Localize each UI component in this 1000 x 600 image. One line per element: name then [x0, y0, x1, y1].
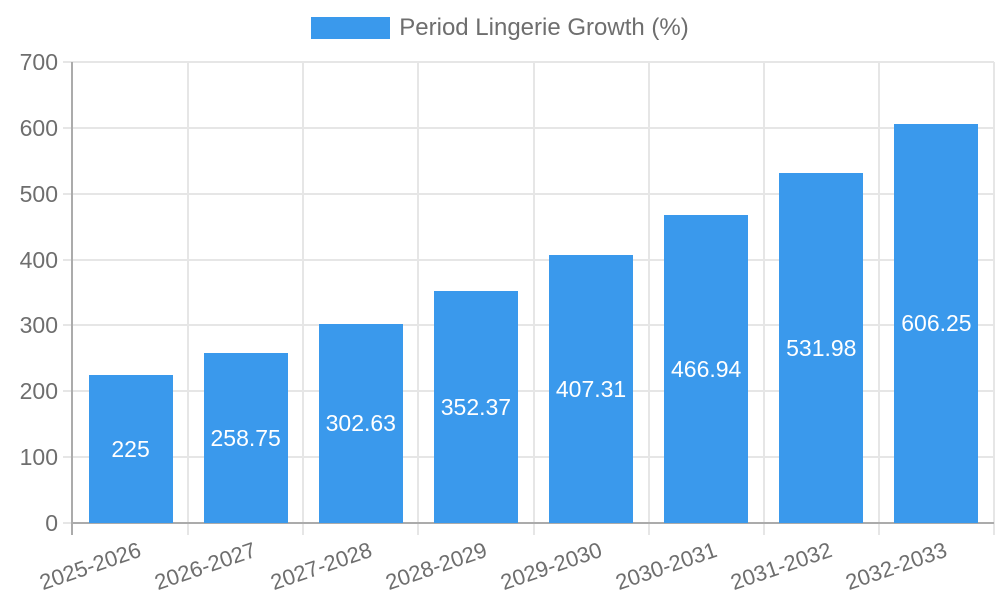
- y-axis-tick-label: 200: [19, 378, 58, 405]
- bar-value-label: 258.75: [210, 424, 281, 451]
- bar-value-label: 225: [111, 435, 150, 462]
- y-axis-tick-label: 700: [19, 49, 58, 75]
- bar-value-label: 466.94: [671, 356, 742, 383]
- bar[interactable]: [664, 215, 749, 523]
- bar[interactable]: [88, 374, 173, 523]
- chart-legend[interactable]: Period Lingerie Growth (%): [0, 14, 1000, 42]
- x-gridline: [877, 62, 880, 535]
- x-gridline: [187, 62, 190, 535]
- x-gridline: [532, 62, 535, 535]
- x-axis-tick-label: 2030-2031: [612, 537, 721, 595]
- y-axis-tick: [63, 522, 73, 524]
- bar-value-label: 352.37: [440, 393, 512, 420]
- bar[interactable]: [433, 290, 518, 523]
- y-axis-tick-label: 500: [19, 180, 58, 207]
- y-axis-tick-label: 300: [19, 312, 58, 339]
- y-gridline: [63, 258, 994, 261]
- bar[interactable]: [779, 172, 864, 523]
- y-axis-line: [71, 62, 73, 535]
- y-axis-tick-label: 400: [19, 246, 58, 273]
- x-axis-tick-label: 2028-2029: [382, 537, 490, 595]
- x-gridline: [762, 62, 765, 535]
- x-gridline: [993, 62, 995, 535]
- x-axis-tick-label: 2029-2030: [497, 537, 605, 595]
- y-gridline: [63, 390, 994, 393]
- x-axis-tick-label: 2031-2032: [727, 537, 836, 595]
- y-gridline: [63, 324, 994, 327]
- x-axis-line: [71, 522, 994, 524]
- y-gridline: [63, 456, 994, 459]
- y-gridline: [63, 61, 994, 63]
- bar[interactable]: [894, 123, 979, 523]
- legend-swatch: [311, 17, 391, 39]
- y-axis-tick-label: 100: [19, 444, 58, 471]
- bar[interactable]: [318, 323, 403, 523]
- y-axis-tick-label: 600: [19, 114, 58, 141]
- y-gridline: [63, 192, 994, 195]
- x-axis-tick-label: 2026-2027: [151, 537, 260, 595]
- bar-value-label: 606.25: [901, 310, 972, 337]
- bar-value-label: 531.98: [786, 334, 857, 361]
- x-axis-tick-label: 2027-2028: [267, 537, 375, 595]
- bar[interactable]: [203, 352, 288, 523]
- x-gridline: [647, 62, 650, 535]
- y-gridline: [63, 126, 994, 129]
- bar[interactable]: [549, 254, 634, 523]
- x-axis-tick-label: 2032-2033: [842, 537, 951, 595]
- bar-value-label: 302.63: [325, 410, 396, 437]
- legend-label: Period Lingerie Growth (%): [399, 14, 689, 41]
- x-axis-tick-label: 2025-2026: [36, 537, 145, 595]
- x-gridline: [302, 62, 305, 535]
- bar-value-label: 407.31: [555, 375, 627, 402]
- x-gridline: [417, 62, 420, 535]
- y-axis-tick-label: 0: [45, 510, 58, 536]
